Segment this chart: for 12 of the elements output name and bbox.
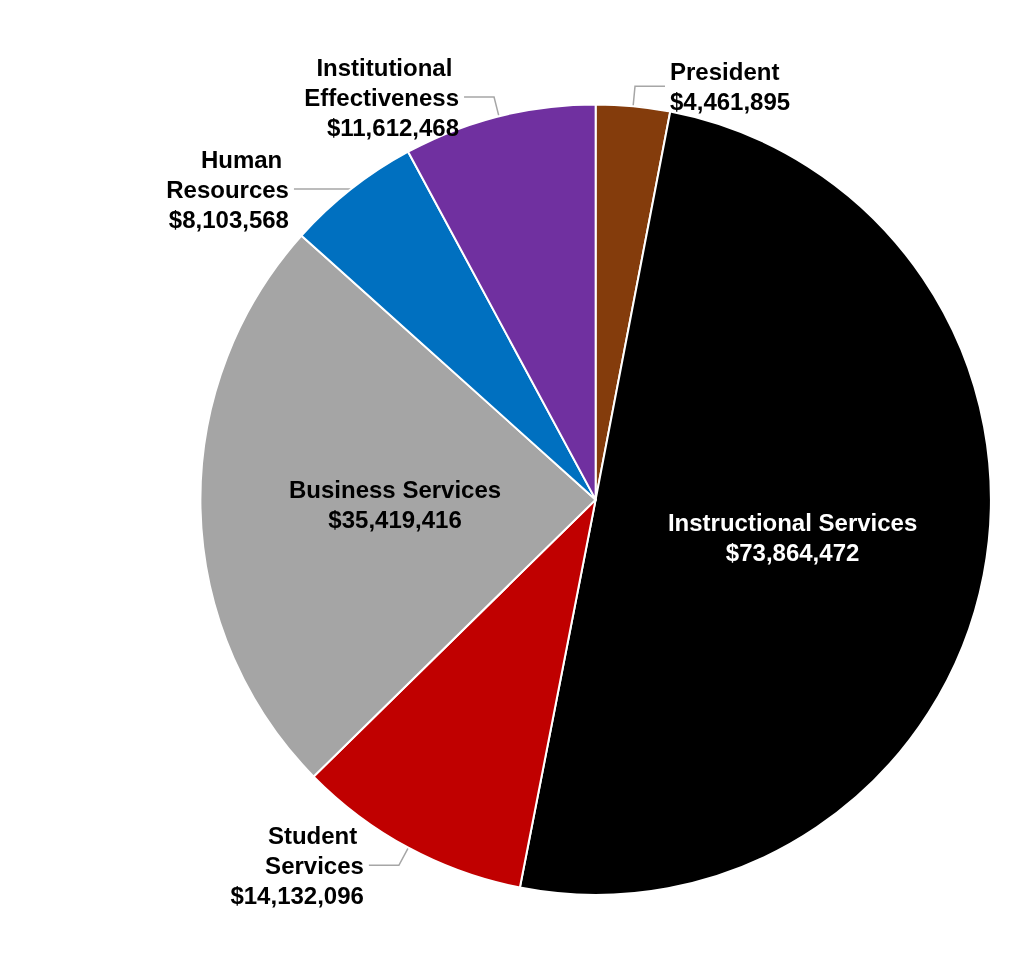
- slice-label: Instructional Services: [667, 509, 918, 537]
- slice-label: Business Services: [289, 475, 502, 503]
- data-label: $8,103,568: [168, 205, 289, 233]
- data-label: $35,419,416: [328, 505, 462, 533]
- data-label: $73,864,472: [725, 539, 860, 567]
- data-label: $4,461,895: [670, 87, 791, 115]
- slice-label: President: [670, 57, 780, 85]
- data-label: $14,132,096: [230, 881, 364, 909]
- slice-label: Student Services: [265, 821, 364, 879]
- slice-label: Human Resources: [166, 145, 289, 203]
- data-label: $11,612,468: [326, 113, 460, 141]
- slice-label: Institutional Effectiveness: [304, 53, 460, 111]
